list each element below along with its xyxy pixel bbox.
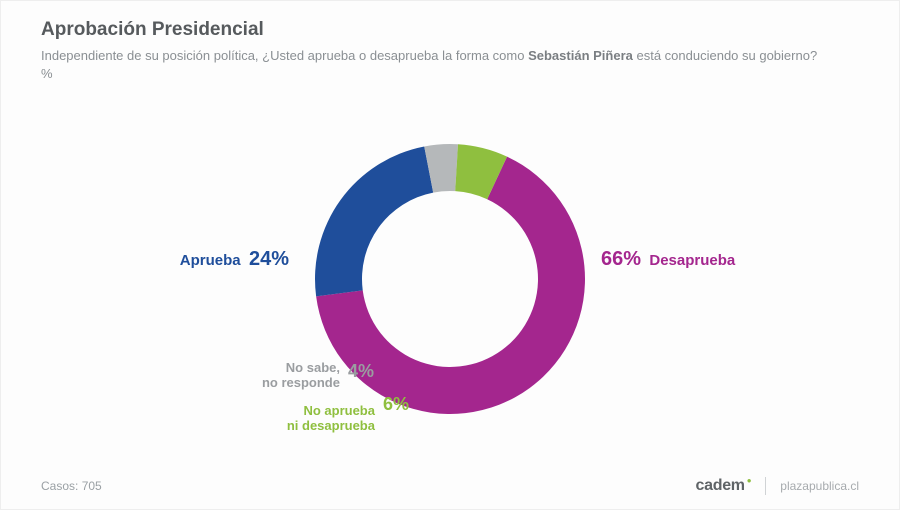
header: Aprobación Presidencial Independiente de… [1, 1, 899, 83]
label-neutral-line2: ni desaprueba [287, 418, 375, 433]
label-nknr-line1: No sabe, [286, 360, 340, 375]
label-aprueba: Aprueba 24% [180, 248, 289, 271]
casos: Casos: 705 [41, 479, 102, 493]
page-title: Aprobación Presidencial [41, 19, 859, 41]
page-subtitle: Independiente de su posición política, ¿… [41, 47, 821, 83]
label-neutral-line1: No aprueba [303, 403, 375, 418]
brand-logo: cadem● [696, 477, 752, 495]
label-neutral: No aprueba ni desaprueba 6% [287, 394, 409, 424]
subtitle-bold: Sebastián Piñera [528, 48, 633, 63]
label-desaprueba-pct: 66% [601, 248, 641, 270]
chart-area: Aprueba 24% 66% Desaprueba No sabe, no r… [1, 86, 899, 459]
label-aprueba-pct: 24% [249, 248, 289, 270]
label-neutral-pct: 6% [383, 394, 409, 415]
brand-dot-icon: ● [747, 476, 752, 485]
brand-block: cadem● plazapublica.cl [696, 477, 859, 495]
label-desaprueba-name: Desaprueba [649, 252, 735, 269]
brand-separator [765, 477, 766, 495]
brand-name: cadem [696, 477, 745, 495]
subtitle-pre: Independiente de su posición política, ¿… [41, 48, 528, 63]
footer: Casos: 705 cadem● plazapublica.cl [41, 477, 859, 495]
brand-site: plazapublica.cl [780, 479, 859, 493]
label-nknr: No sabe, no responde 4% [262, 361, 374, 391]
label-aprueba-name: Aprueba [180, 252, 241, 269]
label-nknr-pct: 4% [348, 361, 374, 382]
slice-aprueba [315, 146, 433, 296]
label-nknr-line2: no responde [262, 375, 340, 390]
casos-label: Casos: [41, 479, 78, 493]
label-desaprueba: 66% Desaprueba [601, 248, 735, 271]
casos-value: 705 [82, 479, 102, 493]
